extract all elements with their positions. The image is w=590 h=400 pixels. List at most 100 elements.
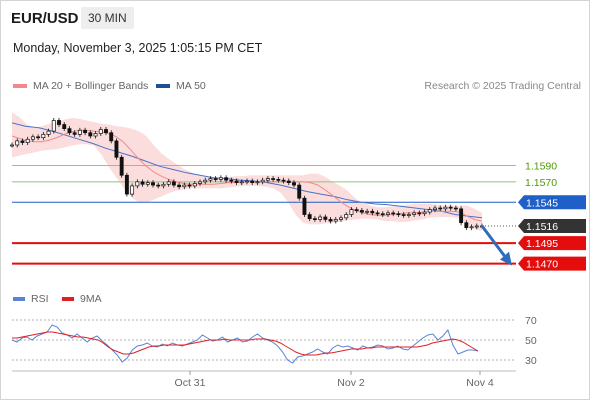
candle [166,181,171,185]
candle [25,138,30,143]
symbol-title: EUR/USD [11,10,79,27]
candle [192,183,197,187]
support-2-label-bg [518,256,586,271]
last-price-label-bg [518,219,586,233]
candle [77,129,82,135]
candle [135,181,140,187]
candle [46,130,51,135]
forecast-arrow-head [500,251,512,266]
candle [318,216,323,220]
x-tick-label: Oct 31 [175,377,206,389]
candle [375,212,380,215]
candle [422,211,427,215]
candle [203,179,208,183]
candle [255,181,260,184]
candle [417,212,422,215]
candle [386,212,390,215]
candle [114,140,119,158]
candle [245,180,249,183]
candle [36,136,41,139]
candle [109,132,114,142]
support-2-label: 1.1470 [526,259,558,271]
candle [224,177,229,181]
timeframe-badge[interactable]: 30 MIN [81,7,134,29]
candle [83,129,88,134]
candle [474,225,479,228]
candle [104,129,108,134]
rsi-ma9-line [12,331,479,356]
candle [177,184,182,188]
candle [229,179,234,182]
candle [88,132,93,137]
candle [323,216,328,220]
ma50-swatch [156,84,170,88]
candle [438,207,443,210]
candle [339,217,343,220]
candle [354,209,359,211]
legend-ma50: MA 50 [156,80,206,92]
candle [62,124,67,129]
candle [265,178,270,181]
pivot-label-bg [518,195,586,210]
rsi-tick-label: 30 [525,355,537,367]
candle [250,180,255,183]
chart-header: EUR/USD 30 MIN [0,0,590,36]
candle [459,208,464,224]
candle [260,179,265,183]
rsi-tick-label: 50 [525,335,537,347]
candle [119,156,124,176]
candle [57,120,61,125]
candle [187,184,192,187]
candle [443,206,448,210]
candle [359,210,364,213]
candle [448,206,453,209]
last-price-label: 1.1516 [526,221,558,233]
candle [286,180,291,183]
candle [292,182,296,186]
legend-ma9: 9MA [62,293,102,305]
candle [307,214,312,219]
candle [67,128,72,134]
rsi-tick-label: 70 [525,315,537,327]
candle [271,178,276,180]
candle [208,178,213,181]
candle [464,222,469,228]
support-1-label-bg [518,236,586,251]
x-tick-label: Nov 4 [466,377,494,389]
ma9-label: 9MA [80,293,102,305]
candle [145,182,150,185]
ma20-swatch [13,84,27,88]
candle [140,181,145,185]
candle [344,214,349,219]
candle [297,184,302,199]
candle [72,132,77,135]
candle [328,219,333,222]
candle [401,214,406,216]
rsi-line [11,324,479,364]
candle [239,181,244,184]
legend-rsi: RSI [13,293,49,305]
ma9-swatch [62,297,74,301]
candle [182,184,187,188]
candle [124,174,129,195]
ma50-label: MA 50 [176,80,206,92]
candle [370,210,375,214]
candle [213,178,218,180]
candle [406,214,411,216]
resistance-1-label: 1.1570 [525,177,557,189]
candle [234,180,239,183]
candle [281,179,286,182]
candle [171,181,176,186]
candle [98,129,103,134]
candle [30,136,35,140]
candle [10,144,14,147]
candle [333,219,338,222]
candle [51,120,56,132]
x-tick-label: Nov 2 [337,377,365,389]
candle [391,212,396,215]
candle [433,207,437,210]
candle [41,134,46,138]
candle [427,209,432,213]
rsi-label: RSI [31,293,49,305]
